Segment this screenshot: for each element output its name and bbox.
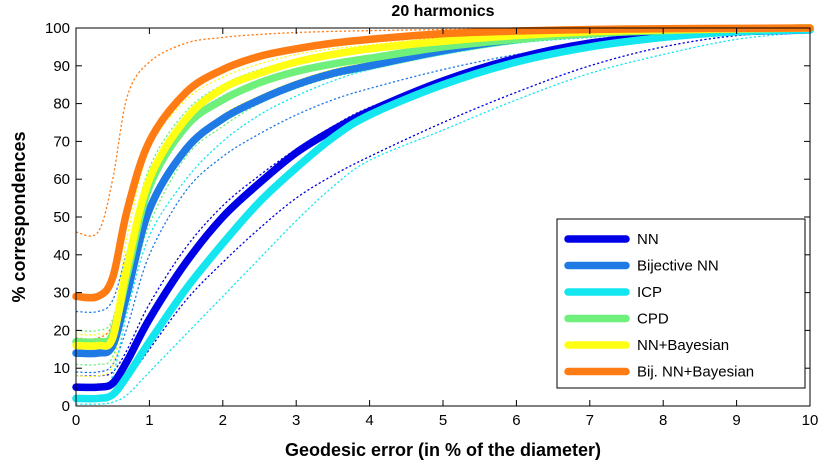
legend: NN Bijective NN ICP CPD NN+Bayesian Bij. NN+B… [556,218,806,389]
y-tick-label: 100 [45,20,70,37]
legend-box [556,218,806,389]
legend-label-nn-bayesian: NN+Bayesian [637,337,729,354]
y-tick-label: 30 [53,285,70,302]
y-tick-label: 80 [53,96,70,113]
y-tick-label: 0 [62,398,70,415]
x-tick-label: 6 [512,412,520,429]
x-tick-label: 2 [219,412,227,429]
y-tick-label: 40 [53,247,70,264]
x-tick-label: 5 [439,412,447,429]
series-band-upper-nn-bayesian [75,27,811,336]
legend-label-cpd: CPD [637,311,669,328]
series-line-icp [72,26,814,403]
y-tick-label: 10 [53,360,70,377]
legend-label-bijective-nn: Bijective NN [637,258,719,275]
y-tick-label: 20 [53,322,70,339]
y-tick-label: 60 [53,171,70,188]
y-tick-label: 90 [53,58,70,75]
x-tick-label: 9 [732,412,740,429]
legend-label-icp: ICP [637,284,662,301]
series-lines [72,24,814,403]
series-band-upper-bijective-nn [75,27,811,313]
x-axis-label: Geodesic error (in % of the diameter) [285,440,601,460]
x-tick-label: 3 [292,412,300,429]
series-line-bij-nn-bayesian [72,24,814,302]
legend-label-bij-nn-bayesian: Bij. NN+Bayesian [637,364,754,381]
chart-title: 20 harmonics [391,3,494,20]
x-tick-label: 4 [365,412,373,429]
x-tick-label: 0 [72,412,80,429]
y-axis-label: % correspondences [9,131,29,302]
y-tick-label: 50 [53,209,70,226]
x-tick-label: 7 [586,412,594,429]
series-band-lower-icp [75,31,811,405]
x-tick-label: 1 [145,412,153,429]
x-tick-label: 8 [659,412,667,429]
legend-label-nn: NN [637,231,659,248]
y-tick-label: 70 [53,133,70,150]
x-tick-label: 10 [802,412,819,429]
